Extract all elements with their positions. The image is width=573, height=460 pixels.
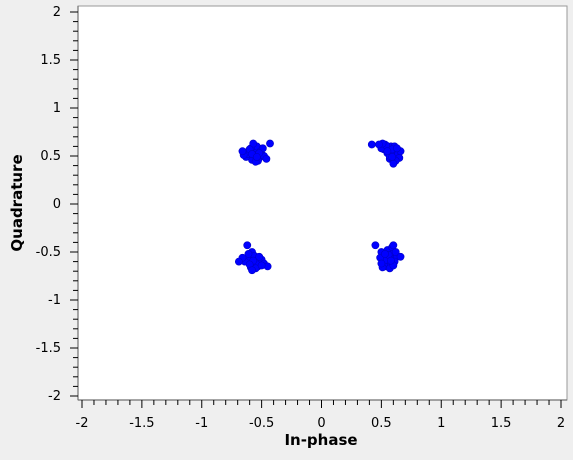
data-point [389,159,398,168]
y-axis-label: Quadrature [8,154,26,251]
data-point [243,241,252,250]
data-point [387,256,395,265]
data-point [234,257,243,266]
x-tick-label: -1 [195,416,208,431]
data-point [396,252,405,261]
x-tick-label: -1.5 [129,416,154,431]
y-tick-label: -1.5 [36,341,61,356]
data-point [244,250,253,258]
x-tick-label: 1.5 [491,416,512,431]
data-point [249,139,258,148]
x-tick-label: 0 [317,416,325,431]
y-tick-label: 0.5 [40,149,61,164]
y-tick-label: 0 [53,197,61,212]
data-point [252,153,261,161]
x-axis-label: In-phase [284,431,357,449]
y-tick-label: 1 [53,101,61,116]
data-point [377,259,386,268]
data-point [238,147,247,156]
data-point [389,241,398,250]
data-point [381,250,389,258]
scatter-points [234,139,405,275]
x-axis: -2 -1.5 -1 -0.5 0 0.5 1 1.5 2 [76,400,565,431]
data-point [367,140,376,149]
data-point [388,153,397,161]
plot-area [77,5,568,401]
data-point [266,139,274,148]
y-tick-label: -2 [48,389,61,404]
data-point [255,252,264,261]
x-tick-label: 0.5 [371,416,392,431]
y-tick-label: -0.5 [36,245,61,260]
x-tick-label: -0.5 [249,416,274,431]
data-point [393,144,401,153]
data-point [383,147,392,156]
x-tick-label: 2 [557,416,565,431]
x-tick-label: -2 [76,416,89,431]
data-point [391,248,400,256]
data-point [375,140,383,149]
x-tick-label: 1 [437,416,445,431]
data-point [262,154,271,163]
y-tick-label: 1.5 [40,53,61,68]
data-point [248,266,256,275]
data-point [257,261,266,270]
y-tick-label: 2 [53,5,61,20]
data-point [371,241,380,250]
y-tick-label: -1 [48,293,61,308]
y-axis: 2 1.5 1 0.5 0 -0.5 -1 -1.5 -2 [36,5,78,404]
